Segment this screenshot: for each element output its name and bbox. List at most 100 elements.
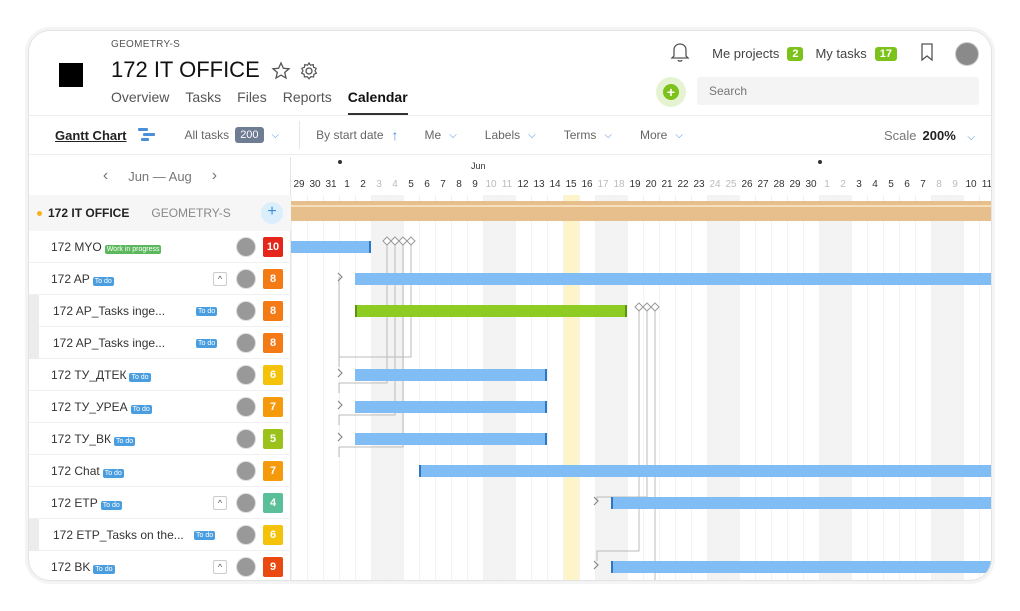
task-name[interactable]: 172 ТУ_ВК To do (51, 431, 136, 446)
me-projects-link[interactable]: Me projects (712, 46, 780, 61)
task-bar[interactable] (355, 305, 627, 317)
task-row[interactable]: 172 ТУ_ДТЕК To do 6 (29, 359, 291, 391)
task-bar[interactable] (355, 433, 547, 445)
day-label: 2 (360, 179, 366, 190)
priority-badge: 8 (263, 300, 283, 321)
task-bar[interactable] (355, 401, 547, 413)
grid-line (643, 195, 644, 580)
task-name[interactable]: 172 Chat To do (51, 463, 124, 478)
chevron-right-icon[interactable]: › (211, 167, 218, 184)
avatar[interactable] (236, 300, 256, 321)
task-bar[interactable] (419, 465, 991, 477)
task-row[interactable]: 172 Chat To do 7 (29, 455, 291, 487)
task-name[interactable]: 172 ТУ_ДТЕК To do (51, 367, 151, 382)
day-label: 15 (565, 179, 577, 190)
priority-badge: 6 (263, 524, 283, 545)
filter-more[interactable]: More ⌵ (640, 128, 683, 142)
task-bar[interactable] (355, 273, 991, 285)
gear-icon[interactable] (299, 61, 319, 81)
bell-icon[interactable] (670, 41, 690, 66)
task-row[interactable]: 172 ETP To do ^ 4 (29, 487, 291, 519)
tab-reports[interactable]: Reports (282, 89, 332, 105)
grid-line (819, 195, 820, 580)
task-row[interactable]: 172 ТУ_УРЕА To do 7 (29, 391, 291, 423)
day-column (947, 195, 963, 580)
task-bar[interactable] (355, 369, 547, 381)
tab-overview[interactable]: Overview (111, 89, 170, 105)
task-row[interactable]: 172 AP_Tasks inge... To do 8 (29, 295, 291, 327)
sort-dropdown[interactable]: By start date ↑ (316, 127, 398, 143)
task-bar[interactable] (291, 241, 371, 253)
bookmark-icon[interactable] (919, 42, 935, 65)
chevron-left-icon[interactable]: ‹ (102, 167, 109, 184)
add-task-button[interactable]: + (261, 202, 283, 224)
task-name[interactable]: 172 ETP To do (51, 495, 122, 510)
avatar[interactable] (236, 236, 256, 257)
day-column (483, 195, 499, 580)
task-row[interactable]: 172 BK To do ^ 9 (29, 551, 291, 580)
day-label: 11 (501, 179, 513, 190)
task-row[interactable]: 172 MYO Work in progress 10 (29, 231, 291, 263)
chevron-down-icon: ⌵ (967, 132, 975, 143)
avatar[interactable] (236, 460, 256, 481)
tab-files[interactable]: Files (237, 89, 267, 105)
task-name[interactable]: 172 AP_Tasks inge... (53, 335, 166, 350)
task-row[interactable]: 172 ETP_Tasks on the... To do 6 (29, 519, 291, 551)
avatar[interactable] (236, 268, 256, 289)
filter-terms[interactable]: Terms ⌵ (564, 128, 612, 142)
scale-selector[interactable]: Scale 200% ⌵ (884, 128, 975, 143)
gantt-chart-view-button[interactable]: Gantt Chart (55, 127, 127, 143)
grid-line (675, 195, 676, 580)
all-tasks-filter[interactable]: All tasks (184, 128, 230, 142)
task-name[interactable]: 172 AP To do (51, 271, 114, 286)
add-button[interactable]: + (656, 77, 686, 107)
task-name[interactable]: 172 AP_Tasks inge... (53, 303, 166, 318)
project-row[interactable]: 172 IT OFFICE GEOMETRY-S + (29, 195, 291, 231)
avatar[interactable] (236, 332, 256, 353)
avatar[interactable] (236, 396, 256, 417)
status-badge: To do (129, 372, 151, 382)
task-bar[interactable] (611, 561, 991, 573)
filter-me[interactable]: Me ⌵ (425, 128, 457, 142)
day-label: 10 (485, 179, 497, 190)
task-bar[interactable] (611, 497, 991, 509)
task-name[interactable]: 172 ТУ_УРЕА To do (51, 399, 152, 414)
avatar[interactable] (236, 556, 256, 577)
avatar[interactable] (236, 364, 256, 385)
chevron-up-icon[interactable]: ^ (213, 271, 227, 286)
status-badge: To do (196, 339, 218, 348)
avatar[interactable] (236, 492, 256, 513)
gantt-bars-icon[interactable] (137, 126, 157, 145)
tab-tasks[interactable]: Tasks (185, 89, 222, 105)
tab-calendar[interactable]: Calendar (347, 89, 408, 115)
page-title: 172 IT OFFICE (111, 57, 260, 82)
priority-badge: 4 (263, 492, 283, 513)
chevron-up-icon[interactable]: ^ (213, 559, 227, 574)
my-tasks-link[interactable]: My tasks (815, 46, 867, 61)
task-row[interactable]: 172 AP_Tasks inge... To do 8 (29, 327, 291, 359)
task-name[interactable]: 172 ETP_Tasks on the... (53, 527, 184, 542)
star-icon[interactable] (271, 61, 291, 81)
search-input[interactable] (697, 77, 979, 105)
task-row[interactable]: 172 AP To do ^ 8 (29, 263, 291, 295)
grid-line (563, 195, 564, 580)
day-column (819, 195, 835, 580)
user-avatar[interactable] (955, 41, 979, 66)
avatar[interactable] (236, 524, 256, 545)
task-row[interactable]: 172 ТУ_ВК To do 5 (29, 423, 291, 455)
breadcrumb[interactable]: GEOMETRY-S (111, 39, 181, 50)
chevron-up-icon[interactable]: ^ (213, 495, 227, 510)
sort-arrow-up-icon[interactable]: ↑ (391, 127, 399, 143)
task-name[interactable]: 172 MYO Work in progress (51, 239, 162, 254)
task-name[interactable]: 172 BK To do (51, 559, 115, 574)
filter-me-label: Me (424, 128, 442, 142)
avatar[interactable] (236, 428, 256, 449)
status-badge: To do (113, 436, 136, 446)
filter-labels[interactable]: Labels ⌵ (485, 128, 536, 142)
grid-line (355, 195, 356, 580)
grid-line (627, 195, 628, 580)
grid-line (483, 195, 484, 580)
chevron-down-icon[interactable]: ⌵ (271, 129, 280, 141)
grid-line (419, 195, 420, 580)
day-label: 10 (965, 179, 977, 190)
